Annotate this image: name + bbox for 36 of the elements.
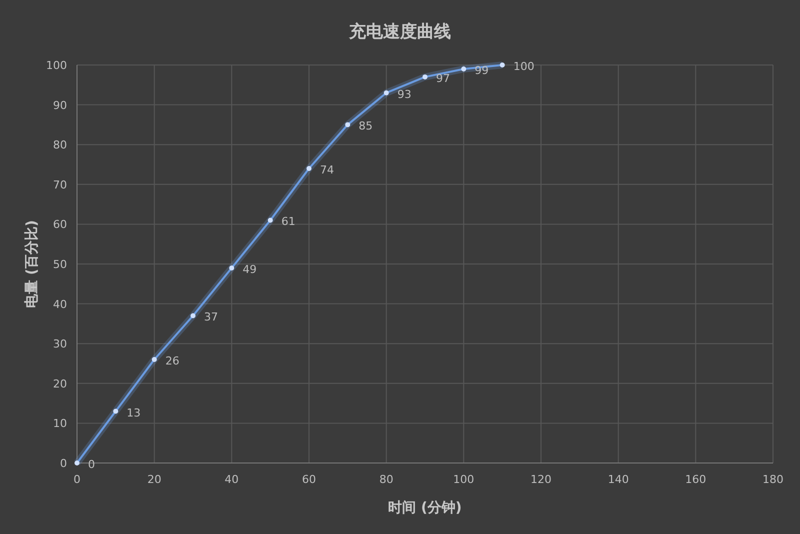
y-tick-label: 50 — [53, 258, 67, 271]
data-label: 99 — [474, 64, 489, 77]
chart-title: 充电速度曲线 — [348, 22, 451, 42]
y-axis-title: 电量 (百分比) — [24, 220, 40, 308]
data-label: 13 — [126, 406, 141, 420]
y-tick-label: 90 — [53, 98, 67, 112]
data-label: 0 — [88, 458, 95, 471]
x-tick-label: 120 — [530, 473, 552, 486]
x-tick-label: 140 — [608, 473, 629, 486]
data-label: 49 — [242, 262, 257, 276]
data-label: 85 — [358, 120, 373, 133]
y-tick-label: 60 — [53, 218, 67, 232]
x-tick-label: 80 — [379, 473, 394, 486]
data-label: 74 — [320, 163, 334, 176]
x-tick-label: 0 — [74, 473, 80, 486]
y-tick-label: 20 — [53, 377, 67, 390]
y-tick-label: 0 — [60, 457, 67, 470]
x-tick-label: 20 — [147, 473, 162, 486]
data-label: 97 — [436, 72, 450, 85]
x-tick-label: 100 — [453, 473, 474, 486]
data-label: 100 — [513, 60, 534, 73]
y-tick-label: 80 — [53, 138, 67, 152]
x-axis-title: 时间 (分钟) — [388, 500, 462, 516]
x-tick-label: 40 — [224, 473, 239, 486]
x-tick-label: 180 — [762, 473, 784, 486]
data-label: 61 — [281, 215, 296, 228]
x-tick-label: 160 — [685, 473, 706, 486]
data-label: 26 — [165, 354, 180, 368]
y-tick-label: 30 — [53, 338, 67, 351]
y-tick-label: 40 — [53, 298, 67, 311]
y-tick-label: 10 — [53, 417, 67, 430]
y-tick-label: 70 — [53, 178, 67, 192]
data-label: 37 — [204, 310, 218, 324]
y-tick-label: 100 — [46, 59, 67, 72]
data-label: 93 — [397, 88, 412, 101]
x-tick-label: 60 — [302, 473, 316, 486]
